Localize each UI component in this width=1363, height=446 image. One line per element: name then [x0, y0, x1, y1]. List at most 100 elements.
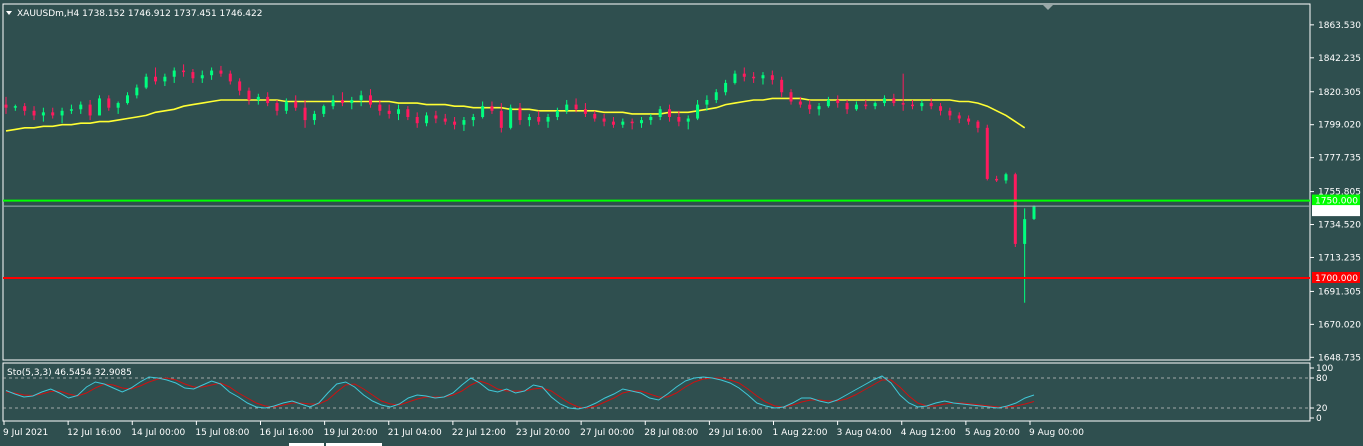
bull-candle[interactable] [1023, 208, 1027, 303]
bear-candle[interactable] [808, 99, 812, 114]
bull-candle[interactable] [481, 101, 485, 119]
bear-candle[interactable] [574, 98, 578, 113]
bull-candle[interactable] [714, 89, 718, 104]
bull-candle[interactable] [135, 84, 139, 99]
bear-candle[interactable] [303, 99, 307, 128]
scrollbar-segment[interactable] [326, 443, 382, 446]
bear-candle[interactable] [191, 69, 195, 83]
bear-candle[interactable] [182, 64, 186, 77]
bear-candle[interactable] [752, 72, 756, 83]
bear-candle[interactable] [88, 99, 92, 121]
scrollbar-segment[interactable] [289, 443, 324, 446]
bull-candle[interactable] [546, 113, 550, 128]
bear-candle[interactable] [845, 99, 849, 114]
bear-candle[interactable] [602, 113, 606, 127]
bull-candle[interactable] [649, 113, 653, 125]
bull-candle[interactable] [705, 95, 709, 111]
bear-candle[interactable] [434, 110, 438, 124]
bear-candle[interactable] [929, 98, 933, 110]
bear-candle[interactable] [453, 116, 457, 130]
bear-candle[interactable] [995, 175, 999, 182]
bear-candle[interactable] [911, 99, 915, 110]
scroll-marker-icon[interactable] [1043, 5, 1053, 10]
bull-candle[interactable] [331, 95, 335, 110]
bear-candle[interactable] [228, 70, 232, 85]
bull-candle[interactable] [163, 73, 167, 87]
bull-candle[interactable] [873, 101, 877, 110]
bull-candle[interactable] [639, 116, 643, 128]
bull-candle[interactable] [509, 104, 513, 130]
bear-candle[interactable] [742, 67, 746, 82]
bull-candle[interactable] [210, 67, 214, 80]
bull-candle[interactable] [621, 118, 625, 128]
bull-candle[interactable] [125, 92, 129, 105]
bull-candle[interactable] [854, 101, 858, 111]
bear-candle[interactable] [967, 115, 971, 125]
bear-candle[interactable] [247, 87, 251, 105]
bull-candle[interactable] [724, 79, 728, 96]
bull-candle[interactable] [256, 93, 260, 105]
bear-candle[interactable] [864, 99, 868, 110]
bear-candle[interactable] [892, 93, 896, 107]
bear-candle[interactable] [668, 104, 672, 122]
bear-candle[interactable] [537, 110, 541, 125]
bull-candle[interactable] [826, 96, 830, 108]
bull-candle[interactable] [322, 104, 326, 117]
bear-candle[interactable] [957, 112, 961, 124]
bear-candle[interactable] [770, 70, 774, 85]
bull-candle[interactable] [79, 101, 83, 114]
dropdown-triangle-icon[interactable] [6, 11, 12, 15]
bull-candle[interactable] [172, 67, 176, 83]
bear-candle[interactable] [518, 103, 522, 125]
bull-candle[interactable] [284, 98, 288, 114]
bull-candle[interactable] [696, 99, 700, 121]
bear-candle[interactable] [387, 104, 391, 119]
bear-candle[interactable] [593, 110, 597, 122]
bull-candle[interactable] [527, 113, 531, 127]
bear-candle[interactable] [836, 95, 840, 108]
bear-candle[interactable] [154, 67, 158, 85]
bull-candle[interactable] [41, 107, 45, 122]
bull-candle[interactable] [686, 115, 690, 130]
bear-candle[interactable] [4, 96, 8, 114]
bear-candle[interactable] [340, 92, 344, 107]
bull-candle[interactable] [733, 70, 737, 85]
bear-candle[interactable] [611, 116, 615, 128]
bear-candle[interactable] [294, 95, 298, 111]
bull-candle[interactable] [397, 104, 401, 121]
bull-candle[interactable] [565, 99, 569, 114]
bear-candle[interactable] [798, 96, 802, 108]
bull-candle[interactable] [350, 96, 354, 110]
bull-candle[interactable] [13, 104, 17, 111]
bear-candle[interactable] [266, 92, 270, 107]
bear-candle[interactable] [32, 106, 36, 121]
bear-candle[interactable] [499, 103, 503, 133]
bear-candle[interactable] [219, 65, 223, 77]
bull-candle[interactable] [658, 106, 662, 121]
bull-candle[interactable] [920, 99, 924, 111]
bull-candle[interactable] [312, 110, 316, 125]
bull-candle[interactable] [462, 116, 466, 131]
bear-candle[interactable] [583, 103, 587, 117]
bull-candle[interactable] [1004, 172, 1008, 184]
bear-candle[interactable] [107, 95, 111, 111]
bear-candle[interactable] [1013, 172, 1017, 248]
bear-candle[interactable] [901, 73, 905, 111]
bear-candle[interactable] [415, 112, 419, 128]
bull-candle[interactable] [1032, 205, 1036, 220]
bear-candle[interactable] [406, 106, 410, 121]
bull-candle[interactable] [425, 112, 429, 127]
bear-candle[interactable] [275, 99, 279, 116]
bear-candle[interactable] [677, 110, 681, 127]
bull-candle[interactable] [882, 95, 886, 107]
bull-candle[interactable] [471, 113, 475, 127]
bear-candle[interactable] [23, 103, 27, 116]
bull-candle[interactable] [359, 90, 363, 107]
bull-candle[interactable] [761, 72, 765, 85]
bear-candle[interactable] [789, 89, 793, 105]
bull-candle[interactable] [200, 70, 204, 83]
bear-candle[interactable] [378, 99, 382, 116]
bull-candle[interactable] [555, 107, 559, 121]
bull-candle[interactable] [817, 103, 821, 116]
